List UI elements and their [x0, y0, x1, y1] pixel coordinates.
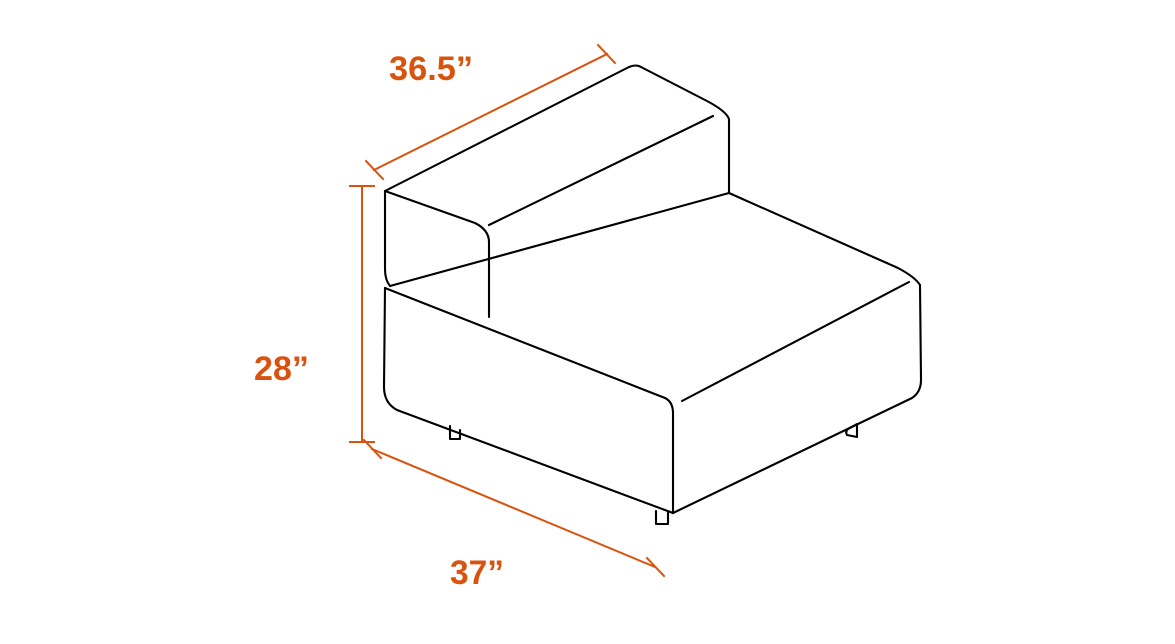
svg-text:36.5”: 36.5” [389, 50, 473, 88]
svg-text:37”: 37” [450, 554, 504, 592]
svg-text:28”: 28” [254, 350, 309, 388]
